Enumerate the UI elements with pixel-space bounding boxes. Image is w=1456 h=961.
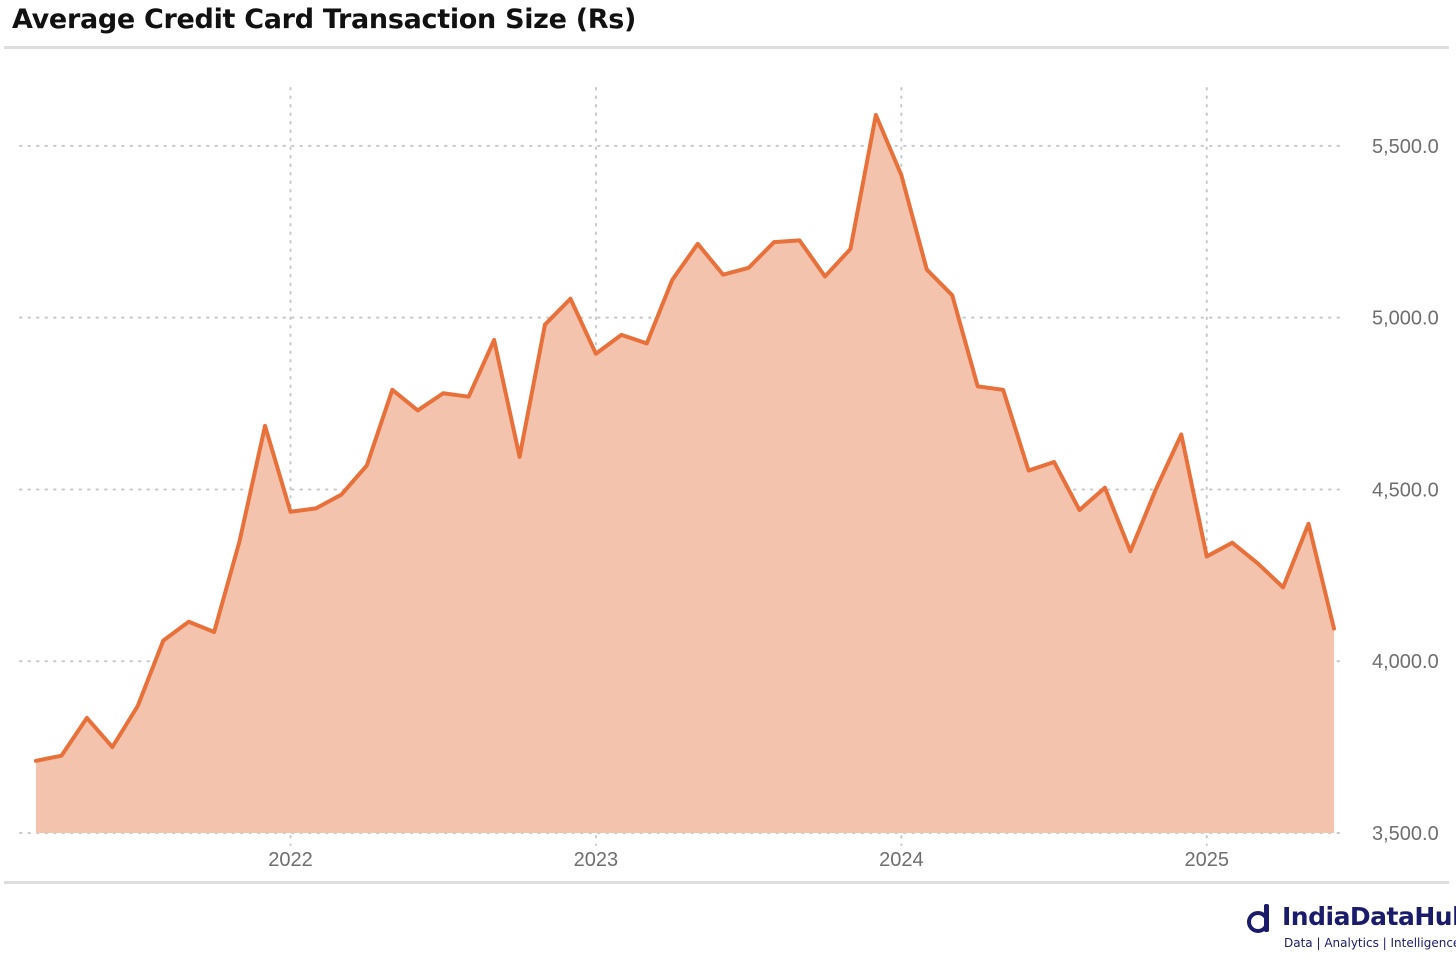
- header-divider: [4, 46, 1449, 49]
- data-point: [568, 297, 572, 301]
- data-point: [441, 391, 445, 395]
- data-point: [1256, 561, 1260, 565]
- data-point: [1128, 549, 1132, 553]
- data-point: [110, 745, 114, 749]
- data-point: [594, 352, 598, 356]
- data-point: [1307, 522, 1311, 526]
- x-tick-label: 2025: [1184, 849, 1229, 871]
- data-point: [543, 323, 547, 327]
- data-point: [899, 173, 903, 177]
- area-fill: [36, 114, 1334, 834]
- data-point: [1001, 388, 1005, 392]
- data-point: [314, 506, 318, 510]
- data-point: [747, 266, 751, 270]
- footer-divider: [4, 881, 1449, 884]
- data-point: [390, 388, 394, 392]
- data-point: [161, 639, 165, 643]
- data-point: [365, 463, 369, 467]
- data-point: [518, 455, 522, 459]
- data-point: [645, 341, 649, 345]
- y-tick-label: 5,500.0: [1372, 136, 1439, 158]
- data-point: [85, 716, 89, 720]
- brand-name: IndiaDataHub: [1282, 902, 1456, 931]
- brand-tagline: Data | Analytics | Intelligence: [1284, 936, 1456, 950]
- x-tick-label: 2024: [879, 849, 924, 871]
- data-point: [874, 113, 878, 117]
- data-point: [1052, 460, 1056, 464]
- data-point: [34, 759, 38, 763]
- data-point: [1027, 469, 1031, 473]
- data-hub-logo-icon: [1247, 904, 1269, 933]
- data-point: [823, 274, 827, 278]
- data-point: [772, 240, 776, 244]
- data-point: [492, 338, 496, 342]
- data-point: [136, 704, 140, 708]
- brand-block: IndiaDataHub Data | Analytics | Intellig…: [1228, 900, 1456, 956]
- y-tick-label: 4,000.0: [1372, 651, 1439, 673]
- area-chart: 3,500.0 4,000.0 4,500.0 5,000.0 5,500.0 2022 2…: [19, 87, 1439, 871]
- x-tick-label: 2022: [268, 849, 313, 871]
- data-point: [619, 333, 623, 337]
- data-point: [696, 242, 700, 246]
- data-point: [1077, 508, 1081, 512]
- data-point: [925, 268, 929, 272]
- y-tick-label: 5,000.0: [1372, 308, 1439, 330]
- data-point: [1205, 554, 1209, 558]
- data-point: [212, 630, 216, 634]
- data-point: [416, 408, 420, 412]
- data-point: [467, 395, 471, 399]
- data-point: [1179, 432, 1183, 436]
- data-point: [263, 424, 267, 428]
- data-point: [289, 510, 293, 514]
- axis-ticks: 3,500.0 4,000.0 4,500.0 5,000.0 5,500.0 2022 2…: [268, 136, 1438, 871]
- data-point: [950, 293, 954, 297]
- y-tick-label: 4,500.0: [1372, 479, 1439, 501]
- data-point: [339, 493, 343, 497]
- data-point: [798, 238, 802, 242]
- data-point: [238, 539, 242, 543]
- data-point: [1332, 627, 1336, 631]
- series-line: [34, 112, 1336, 763]
- chart-title: Average Credit Card Transaction Size (Rs…: [12, 4, 637, 35]
- data-point: [976, 384, 980, 388]
- series-area: [34, 112, 1336, 834]
- data-point: [187, 620, 191, 624]
- y-tick-label: 3,500.0: [1372, 823, 1439, 845]
- data-point: [1103, 486, 1107, 490]
- data-point: [59, 754, 63, 758]
- data-point: [1154, 487, 1158, 491]
- data-point: [1230, 541, 1234, 545]
- data-point: [721, 273, 725, 277]
- x-tick-label: 2023: [574, 849, 619, 871]
- data-point: [1281, 585, 1285, 589]
- data-point: [670, 278, 674, 282]
- data-point: [848, 247, 852, 251]
